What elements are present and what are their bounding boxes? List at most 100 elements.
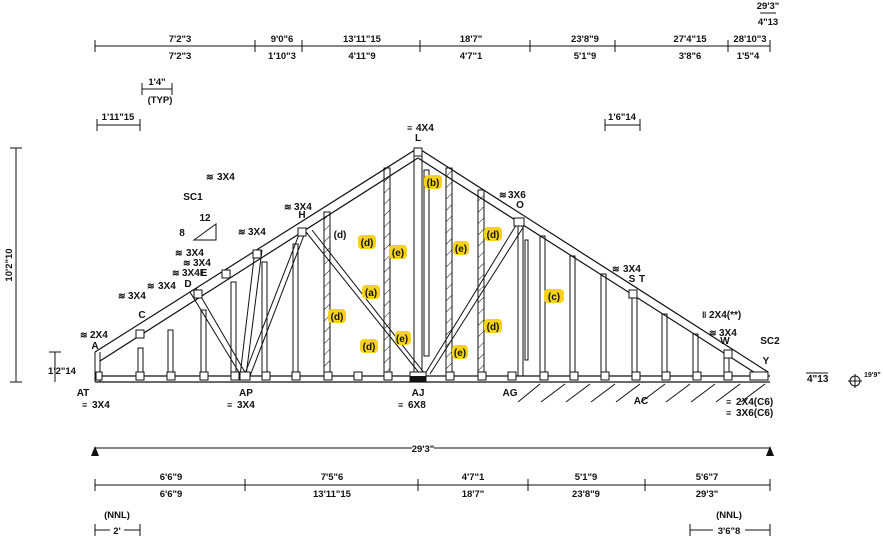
plate-AP: 3X4 [237, 400, 255, 411]
top-dim-5-upper: 23'8"9 [571, 34, 599, 45]
joint-labels: L O H E D C A S T W Y AT AP AJ AG AC SC1… [77, 133, 780, 407]
top-right-dimension: 29'3" 4"13 [757, 1, 780, 28]
plate-upper-left: 3X4 [217, 172, 235, 183]
web-callouts: (b) (d) (d) (e) (e) (d) (a) (c) (d) (d) … [328, 175, 564, 359]
plate-Y2: 3X6(C6) [736, 408, 773, 419]
plate-O: 3X6 [508, 190, 526, 201]
nnl-right-label: (NNL) [716, 510, 742, 521]
plate-Y1: 2X4(C6) [736, 397, 773, 408]
callout-e4: (e) [454, 348, 466, 359]
top-dim-2-lower: 1'10"3 [268, 51, 296, 62]
svg-text:≋: ≋ [147, 281, 155, 291]
svg-text:≋: ≋ [238, 227, 246, 237]
svg-text:≋: ≋ [175, 248, 183, 258]
typ-label: (TYP) [148, 95, 173, 106]
svg-text:‖: ‖ [702, 310, 706, 320]
joint-Y: Y [763, 356, 770, 367]
joint-AJ: AJ [412, 388, 425, 399]
joint-AC: AC [634, 396, 648, 407]
height-dimension: 10'2"10 1'2"14 [4, 147, 77, 383]
top-right-heel: 4"13 [758, 17, 778, 28]
pitch-rise: 8 [179, 228, 185, 239]
overall-height-label: 10'2"10 [4, 248, 15, 281]
plate-C: 3X4 [128, 291, 146, 302]
top-dim-4-lower: 4'7"1 [460, 51, 483, 62]
bottom-dimension-string: 6'6"9 6'6"9 7'5"6 13'11"15 4'7"1 18'7" 5… [94, 472, 771, 500]
top-dimension-string: 7'2"3 7'2"3 9'0"6 1'10"3 13'11"15 4'11"9… [94, 34, 771, 62]
joint-A: A [91, 341, 98, 352]
callout-d6: (d) [487, 322, 500, 333]
svg-text:≡: ≡ [726, 397, 731, 407]
svg-text:≋: ≋ [709, 328, 717, 338]
plate-E1: 3X4 [186, 248, 204, 259]
callout-e3: (e) [396, 334, 408, 345]
pitch-run: 12 [199, 213, 211, 224]
overall-span-label: 29'3" [412, 444, 435, 455]
nnl-dimensions: (NNL) 2' (NNL) 3'6"8 [94, 510, 771, 537]
bottom-dim-1-upper: 6'6"9 [160, 472, 183, 483]
joint-AP: AP [239, 388, 253, 399]
label-SC1: SC1 [183, 192, 203, 203]
svg-text:≡: ≡ [407, 123, 412, 133]
top-dim-6-upper: 27'4"15 [673, 34, 707, 45]
callout-d2: (d) [361, 238, 374, 249]
top-dim-6-lower: 3'8"6 [679, 51, 702, 62]
joint-W: W [720, 336, 730, 347]
bottom-dim-4-lower: 23'8"9 [572, 489, 600, 500]
top-dim-5-lower: 5'1"9 [574, 51, 597, 62]
svg-text:≋: ≋ [172, 268, 180, 278]
joint-AG: AG [503, 388, 518, 399]
top-dim-1-lower: 7'2"3 [169, 51, 192, 62]
callout-d4: (d) [331, 312, 344, 323]
right-overhang-label: 1'6"14 [608, 112, 637, 123]
bottom-dim-2-lower: 13'11"15 [313, 489, 352, 500]
callout-d3: (d) [487, 230, 500, 241]
bottom-dim-2-upper: 7'5"6 [321, 472, 344, 483]
top-dim-1-upper: 7'2"3 [169, 34, 192, 45]
nnl-left-label: (NNL) [104, 510, 130, 521]
svg-text:≋: ≋ [183, 258, 191, 268]
joint-S: S [629, 274, 636, 285]
callout-a: (a) [365, 288, 377, 299]
plate-L: 4X4 [416, 123, 434, 134]
plate-E3: 3X4E [182, 268, 207, 279]
pitch-symbol: 12 8 [179, 213, 217, 241]
bottom-dim-3-upper: 4'7"1 [462, 472, 485, 483]
bottom-dim-5-upper: 5'6"7 [696, 472, 719, 483]
plate-labels: 4X4≡ 3X6≋ 3X4≋ 3X4≋ 3X4≋ 3X4≋ 3X4≋ 3X4E≋… [80, 123, 773, 419]
svg-text:≋: ≋ [80, 330, 88, 340]
left-overhang-label: 1'11"15 [102, 112, 135, 123]
label-SC2: SC2 [760, 336, 780, 347]
bottom-dim-4-upper: 5'1"9 [575, 472, 598, 483]
heel-height-label: 1'2"14 [48, 366, 77, 377]
top-right-span: 29'3" [757, 1, 780, 12]
truss-members [94, 147, 770, 383]
callout-c: (c) [548, 292, 560, 303]
bottom-dim-1-lower: 6'6"9 [160, 489, 183, 500]
rise-left-label: 1'4" [148, 77, 165, 88]
top-dim-7-upper: 28'10"3 [733, 34, 766, 45]
callout-e2: (e) [455, 244, 467, 255]
plate-W: 3X4 [719, 328, 737, 339]
svg-text:≡: ≡ [726, 408, 731, 418]
svg-text:≡: ≡ [227, 400, 232, 410]
plate-T: 3X4 [623, 264, 641, 275]
joint-T: T [639, 274, 645, 285]
svg-text:≋: ≋ [206, 172, 214, 182]
bearing-note: 19'9" [864, 372, 881, 379]
svg-text:≋: ≋ [612, 264, 620, 274]
joint-L: L [415, 133, 421, 144]
joint-O: O [516, 200, 524, 211]
callout-d1: (d) [334, 230, 347, 241]
joint-AT: AT [77, 388, 90, 399]
bearing-hatch [517, 383, 766, 403]
top-dim-4-upper: 18'7" [460, 34, 483, 45]
svg-text:≡: ≡ [398, 400, 403, 410]
svg-text:≋: ≋ [499, 190, 507, 200]
svg-text:≋: ≋ [284, 202, 292, 212]
svg-text:≋: ≋ [118, 291, 126, 301]
plate-W-right: 2X4(**) [709, 310, 741, 321]
callout-d5: (d) [363, 342, 376, 353]
nnl-left-value: 2' [113, 526, 121, 537]
